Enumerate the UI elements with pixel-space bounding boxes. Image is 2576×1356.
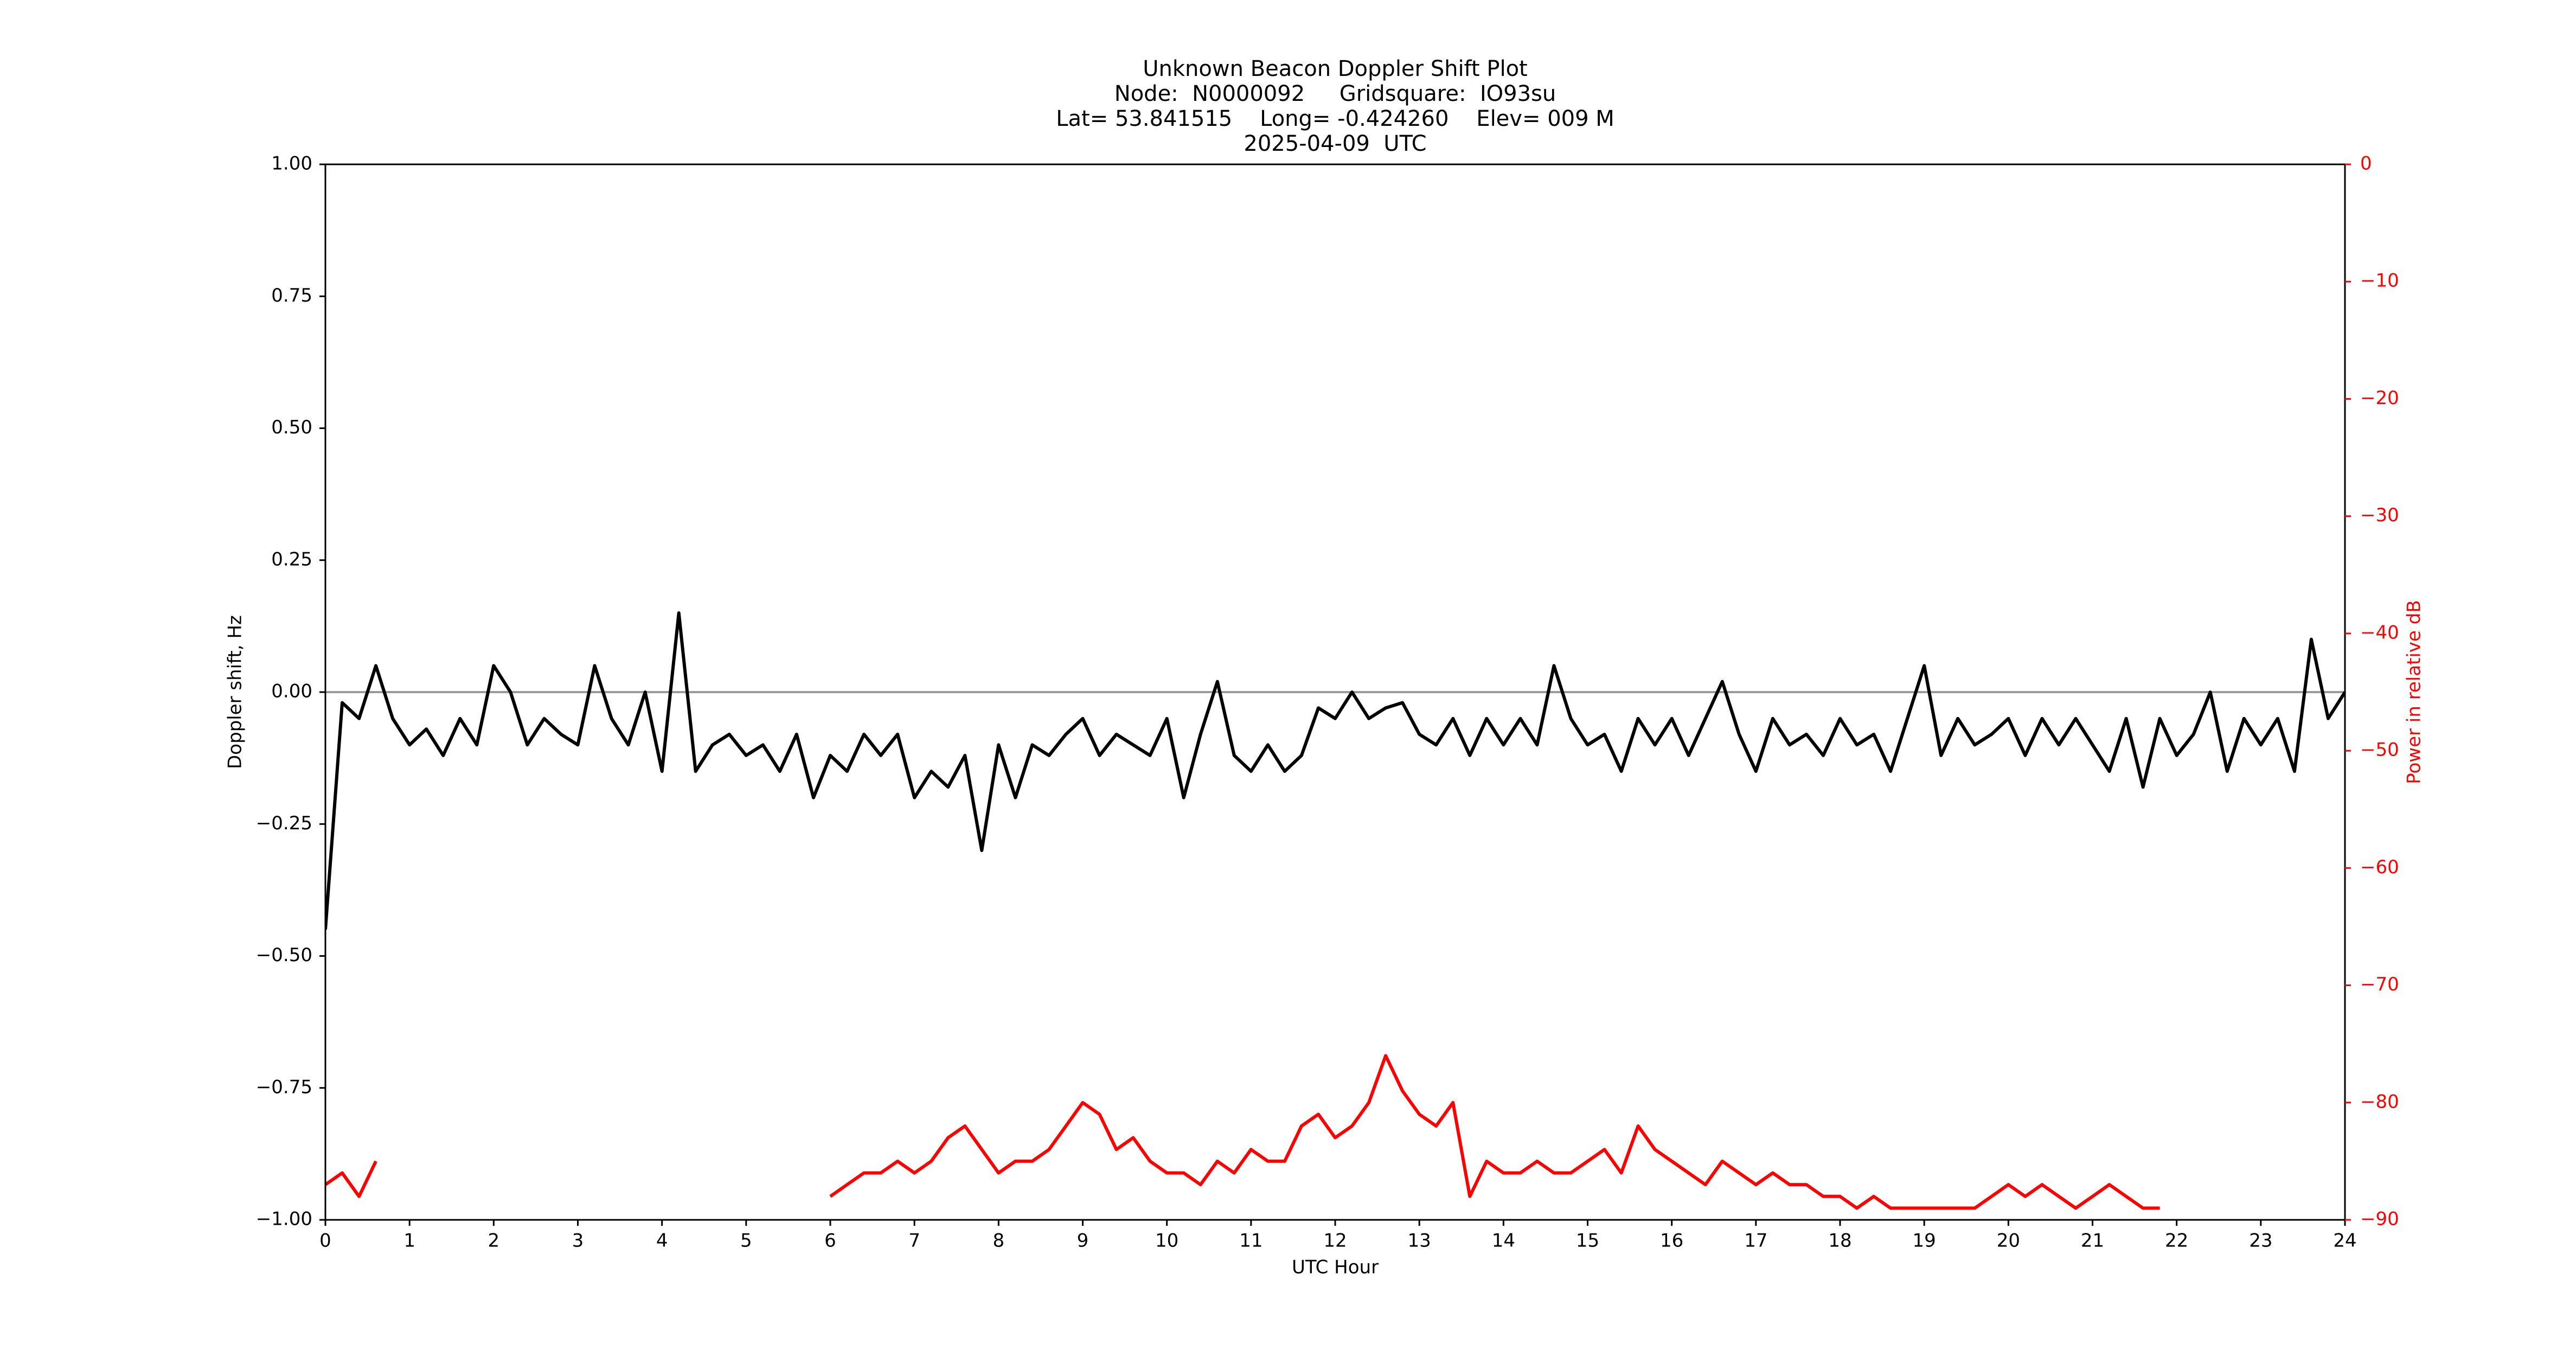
y2-tick-label: −70 — [2360, 974, 2399, 995]
x-tick-label: 8 — [993, 1230, 1005, 1252]
y-tick-label: 1.00 — [271, 153, 312, 175]
y2-tick-label: −30 — [2360, 504, 2399, 526]
y2-tick-label: −10 — [2360, 270, 2399, 292]
y2-tick-label: −20 — [2360, 387, 2399, 409]
chart-subtitle: 2025-04-09 UTC — [1244, 131, 1426, 156]
x-tick-label: 24 — [2333, 1230, 2356, 1252]
y-tick-label: −0.50 — [256, 944, 312, 966]
x-tick-label: 5 — [740, 1230, 752, 1252]
data-line — [325, 1054, 2160, 1210]
x-tick-label: 2 — [488, 1230, 500, 1252]
x-tick-label: 6 — [824, 1230, 836, 1252]
x-tick-label: 1 — [403, 1230, 415, 1252]
x-tick-label: 0 — [319, 1230, 331, 1252]
x-tick-label: 19 — [1913, 1230, 1936, 1252]
x-tick-label: 18 — [1828, 1230, 1851, 1252]
x-tick-label: 9 — [1077, 1230, 1089, 1252]
x-tick-label: 16 — [1660, 1230, 1683, 1252]
x-tick-label: 21 — [2081, 1230, 2104, 1252]
y2-tick-label: −80 — [2360, 1091, 2399, 1112]
x-axis-label: UTC Hour — [1292, 1257, 1379, 1278]
x-tick-label: 23 — [2249, 1230, 2272, 1252]
y-tick-label: 0.25 — [271, 548, 312, 570]
x-tick-label: 20 — [1997, 1230, 2020, 1252]
chart-title: Unknown Beacon Doppler Shift Plot — [1143, 56, 1527, 81]
x-tick-label: 15 — [1576, 1230, 1599, 1252]
y-tick-label: 0.50 — [271, 417, 312, 438]
x-tick-label: 14 — [1492, 1230, 1515, 1252]
y-tick-label: −0.75 — [256, 1076, 312, 1098]
x-tick-label: 7 — [908, 1230, 920, 1252]
x-tick-label: 22 — [2165, 1230, 2188, 1252]
x-tick-label: 12 — [1323, 1230, 1347, 1252]
y2-tick-label: −90 — [2360, 1208, 2399, 1230]
x-tick-label: 13 — [1408, 1230, 1431, 1252]
y-tick-label: 0.75 — [271, 285, 312, 306]
y-tick-label: −0.25 — [256, 813, 312, 834]
y2-tick-label: −50 — [2360, 739, 2399, 761]
chart-subtitle: Lat= 53.841515 Long= -0.424260 Elev= 009… — [1056, 106, 1614, 131]
x-tick-label: 10 — [1155, 1230, 1178, 1252]
y2-tick-label: −40 — [2360, 622, 2399, 643]
chart-subtitle: Node: N0000092 Gridsquare: IO93su — [1114, 81, 1556, 106]
x-tick-label: 4 — [656, 1230, 668, 1252]
y2-tick-label: 0 — [2360, 153, 2372, 175]
y-axis-label: Doppler shift, Hz — [225, 615, 246, 769]
x-tick-label: 3 — [572, 1230, 584, 1252]
y2-tick-label: −60 — [2360, 856, 2399, 878]
x-tick-label: 11 — [1239, 1230, 1263, 1252]
y-tick-label: −1.00 — [256, 1208, 312, 1230]
data-line — [325, 611, 2345, 930]
y2-axis-label: Power in relative dB — [2404, 600, 2425, 784]
x-tick-label: 17 — [1744, 1230, 1767, 1252]
y-tick-label: 0.00 — [271, 681, 312, 702]
